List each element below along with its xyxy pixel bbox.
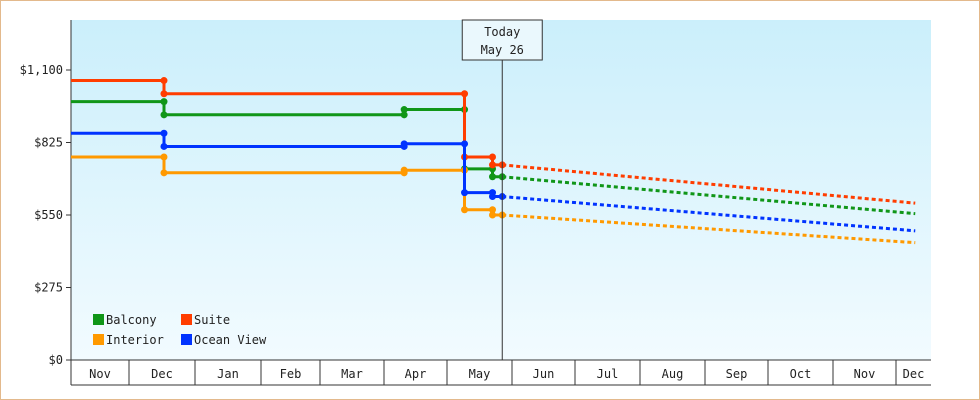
data-point [160, 142, 168, 150]
x-tick-label: May [469, 367, 491, 381]
x-tick-label: Dec [903, 367, 925, 381]
today-box [461, 19, 543, 61]
data-point [489, 173, 496, 181]
series-layer [71, 77, 916, 245]
data-point [160, 153, 168, 161]
legend-label: Interior [106, 333, 164, 347]
forecast-line [502, 213, 916, 245]
y-tick-label: $1,100 [20, 63, 63, 77]
data-point [461, 189, 469, 197]
data-point [489, 153, 496, 161]
data-point [400, 106, 408, 114]
legend: Balcony Suite Interior Ocean View [93, 313, 267, 347]
data-point [489, 161, 496, 169]
today-marker: Today May 26 [461, 19, 543, 360]
data-point [400, 140, 408, 148]
data-point [400, 111, 408, 119]
data-point [160, 90, 168, 98]
x-tick-label: Nov [89, 367, 111, 381]
data-point [160, 169, 168, 177]
legend-swatch [181, 314, 192, 325]
legend-swatch [93, 334, 104, 345]
y-tick-label: $550 [34, 208, 63, 222]
data-point [489, 206, 496, 214]
x-tick-label: Aug [662, 367, 684, 381]
legend-label: Balcony [106, 313, 157, 327]
plot-background [71, 20, 931, 360]
legend-item: Balcony [93, 313, 157, 327]
y-tick-label: $0 [49, 353, 63, 367]
data-point [461, 206, 469, 214]
x-tick-label: Jun [533, 367, 555, 381]
x-tick-label: Dec [151, 367, 173, 381]
y-tick-label: $275 [34, 281, 63, 295]
x-tick-label: Nov [854, 367, 876, 381]
legend-item: Interior [93, 333, 164, 347]
legend-swatch [181, 334, 192, 345]
data-point [400, 166, 408, 174]
legend-item: Suite [181, 313, 230, 327]
x-tick-label: Jan [217, 367, 239, 381]
forecast-line [502, 175, 916, 216]
x-tick-label: Feb [280, 367, 302, 381]
data-point [160, 129, 168, 137]
forecast-line [502, 163, 916, 205]
today-label: Today [484, 25, 520, 39]
data-point [489, 193, 496, 201]
series-ocean-view [71, 129, 916, 233]
data-point [160, 98, 168, 106]
today-date: May 26 [481, 43, 524, 57]
data-point [160, 111, 168, 119]
x-tick-label: Oct [790, 367, 812, 381]
series-suite [71, 77, 916, 205]
data-point [461, 140, 469, 148]
axes: $0 $275 $550 $825 $1,100 Nov Dec Jan Feb Mar Apr Ma… [20, 20, 931, 386]
x-tick-label: Jul [597, 367, 619, 381]
x-tick-label: Apr [405, 367, 427, 381]
legend-item: Ocean View [181, 333, 267, 347]
x-tick-label: Mar [341, 367, 363, 381]
data-point [160, 77, 168, 85]
data-point [489, 211, 496, 219]
series-line [71, 100, 503, 179]
forecast-line [502, 195, 916, 233]
legend-swatch [93, 314, 104, 325]
x-tick-label: Sep [726, 367, 748, 381]
data-point [461, 90, 469, 98]
y-tick-label: $825 [34, 136, 63, 150]
legend-label: Ocean View [194, 333, 267, 347]
legend-label: Suite [194, 313, 230, 327]
